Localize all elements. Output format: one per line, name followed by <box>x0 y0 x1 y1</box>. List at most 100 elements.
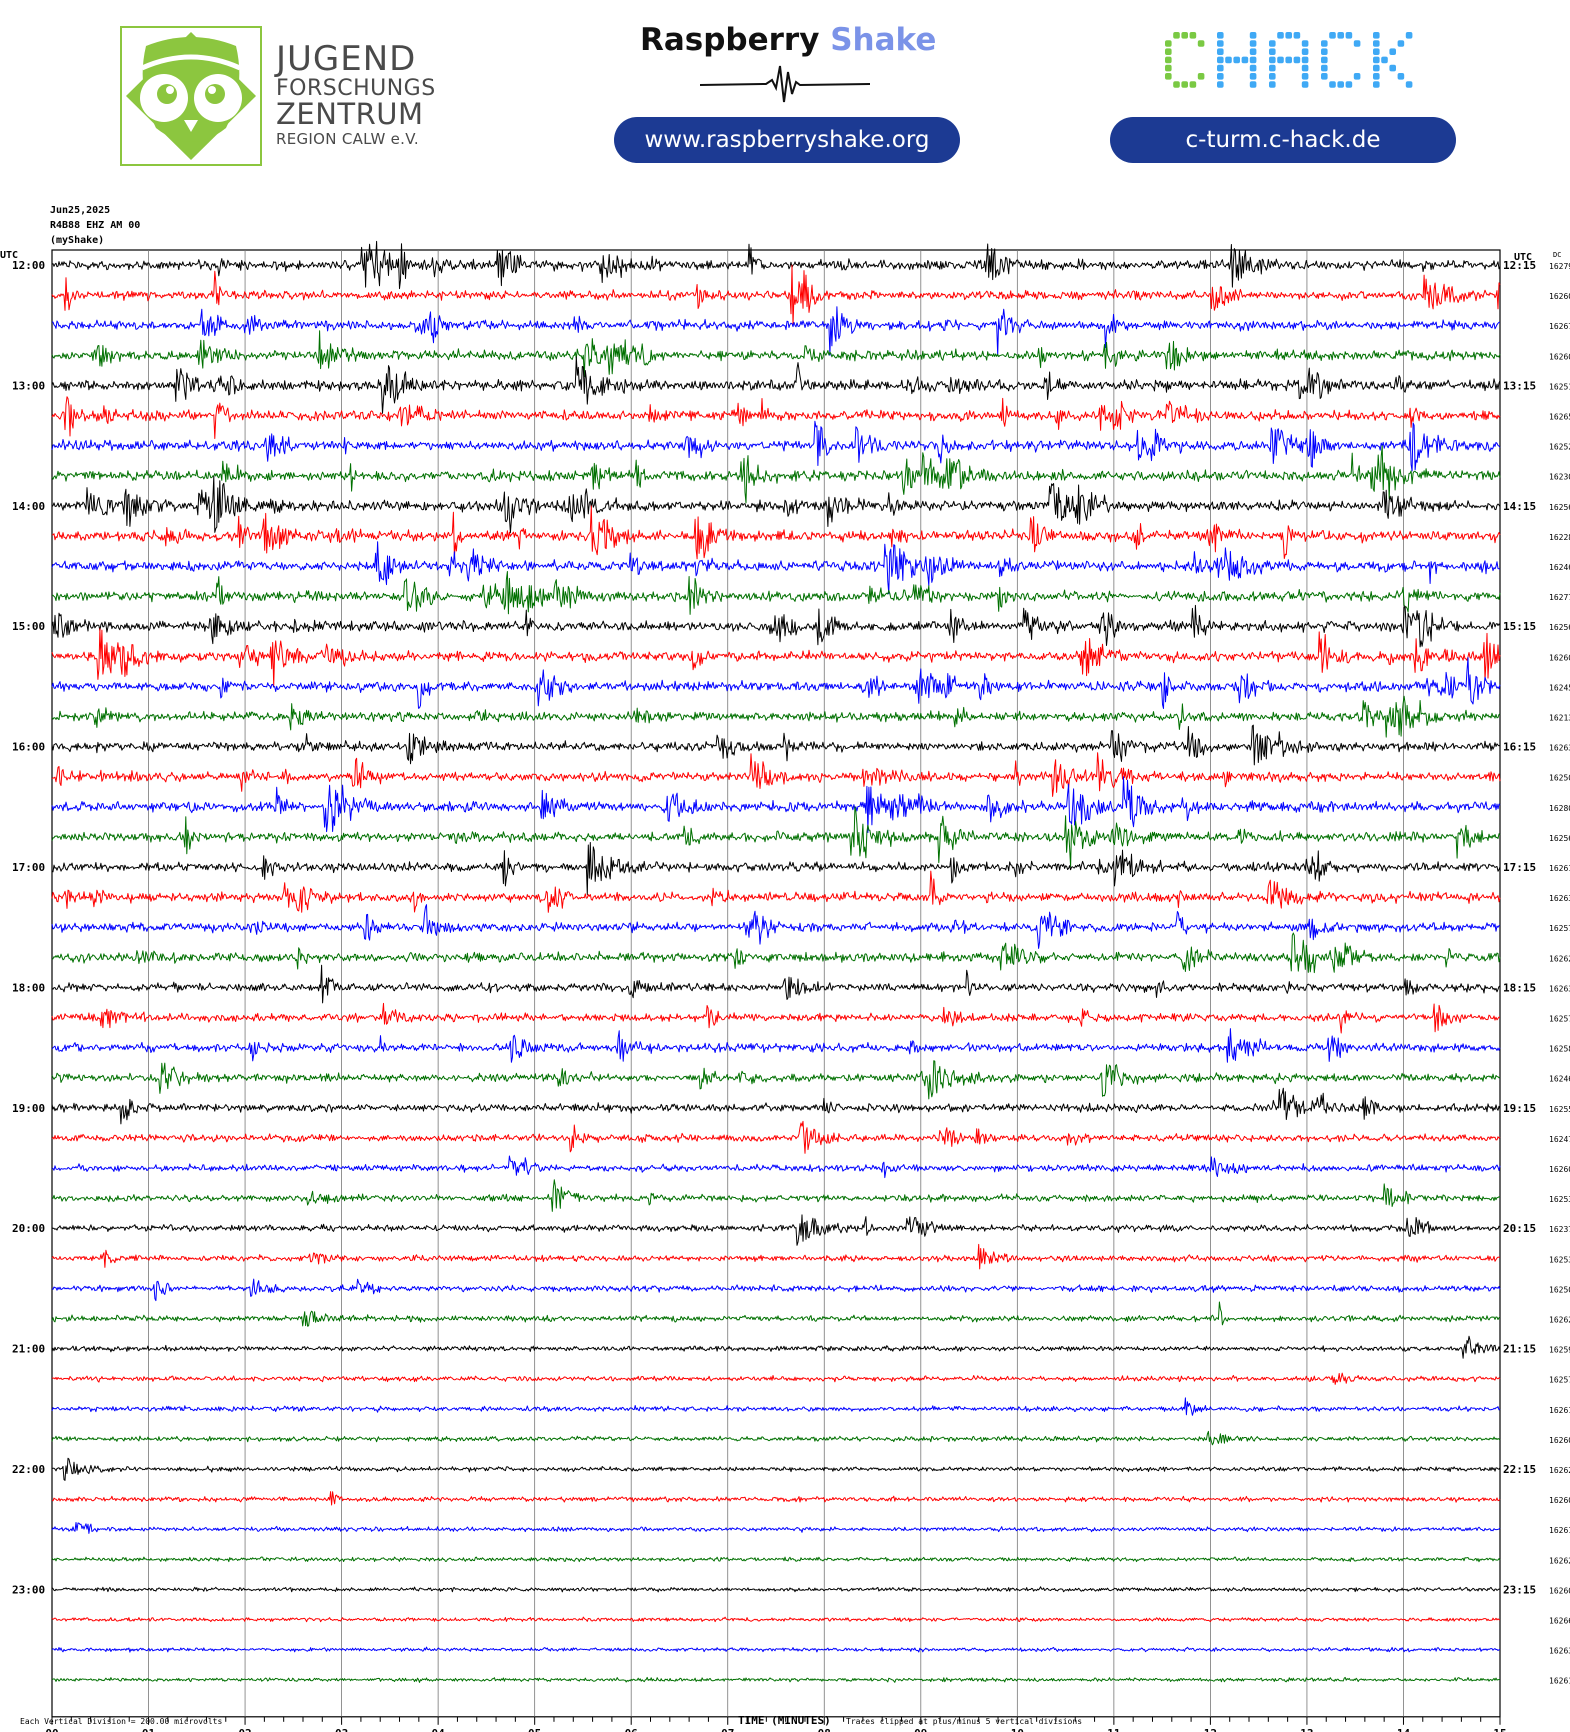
hour-label-left: 12:00 <box>12 259 45 272</box>
x-tick-label: 15 <box>1493 1727 1506 1732</box>
hour-label-right: 19:15 <box>1503 1102 1536 1115</box>
dc-offset-label: 16228 <box>1549 533 1570 542</box>
chack-dot <box>1353 40 1361 47</box>
x-tick-label: 11 <box>1107 1727 1121 1732</box>
rs-word-2: Shake <box>830 22 937 58</box>
hour-label-right: 23:15 <box>1503 1583 1536 1596</box>
right-axis-title: UTC <box>1514 252 1532 263</box>
trace-line <box>51 505 1501 560</box>
owl-logo-icon <box>120 26 262 166</box>
chack-dot <box>1337 32 1344 39</box>
chack-dot <box>1293 32 1301 39</box>
dc-title: DC <box>1553 251 1561 259</box>
dc-offset-label: 16277 <box>1549 593 1570 602</box>
trace-line <box>51 264 1501 326</box>
chack-dot <box>1173 81 1180 88</box>
x-tick-label: 02 <box>238 1727 251 1732</box>
chack-dot <box>1285 56 1292 64</box>
chack-dot <box>1269 64 1276 72</box>
trace-line <box>51 1646 1501 1653</box>
trace-line <box>51 1301 1501 1327</box>
hour-label-right: 18:15 <box>1503 981 1536 994</box>
trace-line <box>51 724 1501 766</box>
trace-line <box>51 904 1501 949</box>
trace-line <box>51 657 1501 709</box>
org-line-2: FORSCHUNGS <box>276 76 436 101</box>
x-tick-label: 04 <box>432 1727 446 1732</box>
chack-dot <box>1373 48 1380 55</box>
chack-dot <box>1389 64 1396 72</box>
chack-dot <box>1249 81 1257 88</box>
chack-dot <box>1301 64 1309 72</box>
chack-dot <box>1321 64 1328 72</box>
dc-offset-label: 16253 <box>1549 1255 1570 1264</box>
chack-dot <box>1181 32 1188 39</box>
chack-dot <box>1189 81 1197 88</box>
org-line-4: REGION CALW e.V. <box>276 130 419 148</box>
seismic-wave-icon <box>700 65 870 103</box>
chack-dot <box>1269 56 1276 64</box>
x-tick-label: 03 <box>335 1727 348 1732</box>
trace-line <box>51 330 1501 377</box>
trace-line <box>51 1586 1501 1593</box>
chack-dot <box>1189 32 1197 39</box>
chack-dot <box>1217 48 1224 55</box>
chack-dot <box>1337 81 1344 88</box>
chack-dot <box>1173 32 1180 39</box>
hour-label-right: 15:15 <box>1503 620 1536 633</box>
hour-label-left: 20:00 <box>12 1222 45 1235</box>
hour-label-left: 13:00 <box>12 379 45 392</box>
x-tick-label: 14 <box>1397 1727 1411 1732</box>
org-name: JUGEND FORSCHUNGS ZENTRUM REGION CALW e.… <box>276 42 436 147</box>
dc-offset-label: 16266 <box>1549 1617 1570 1626</box>
org-line-1: JUGEND <box>276 39 417 79</box>
chack-dot <box>1217 32 1224 39</box>
chack-dot <box>1293 56 1301 64</box>
trace-line <box>51 870 1501 913</box>
chack-dot <box>1249 40 1257 47</box>
trace-line <box>51 445 1501 504</box>
dc-offset-label: 16267 <box>1549 322 1570 331</box>
hour-label-left: 19:00 <box>12 1102 45 1115</box>
trace-line <box>51 1278 1501 1302</box>
trace-line <box>51 1676 1500 1683</box>
hour-label-right: 20:15 <box>1503 1222 1536 1235</box>
chack-dot <box>1249 64 1257 72</box>
dc-offset-label: 16260 <box>1549 1436 1570 1445</box>
dc-offset-label: 16252 <box>1549 443 1570 452</box>
dc-offset-label: 16279 <box>1549 262 1570 271</box>
trace-line <box>51 604 1501 648</box>
chack-dot <box>1301 81 1309 88</box>
x-tick-label: 13 <box>1300 1727 1313 1732</box>
chack-dot <box>1373 40 1380 47</box>
x-tick-label: 01 <box>142 1727 156 1732</box>
chack-dot <box>1373 73 1380 80</box>
dc-offset-label: 16263 <box>1549 894 1570 903</box>
chack-dot <box>1301 40 1309 47</box>
trace-line <box>51 306 1501 356</box>
hour-label-right: 12:15 <box>1503 259 1536 272</box>
x-tick-label: 10 <box>1011 1727 1024 1732</box>
chack-dot <box>1285 32 1292 39</box>
chack-dot <box>1389 48 1396 55</box>
dc-offset-label: 16262 <box>1549 1316 1570 1325</box>
chack-dot <box>1165 48 1172 55</box>
chack-dot <box>1405 32 1413 39</box>
chack-dot <box>1345 81 1353 88</box>
x-tick-label: 08 <box>818 1727 831 1732</box>
dc-offset-label: 16263 <box>1549 984 1570 993</box>
chack-dot <box>1249 56 1257 64</box>
dc-offset-label: 16260 <box>1549 1496 1570 1505</box>
trace-line <box>51 776 1501 833</box>
hour-label-left: 16:00 <box>12 741 45 754</box>
trace-line <box>51 1616 1501 1623</box>
chack-logo-icon <box>1165 32 1413 88</box>
rs-url-text: www.raspberryshake.org <box>644 127 930 153</box>
hour-label-left: 14:00 <box>12 500 45 513</box>
dc-offset-label: 16256 <box>1549 834 1570 843</box>
